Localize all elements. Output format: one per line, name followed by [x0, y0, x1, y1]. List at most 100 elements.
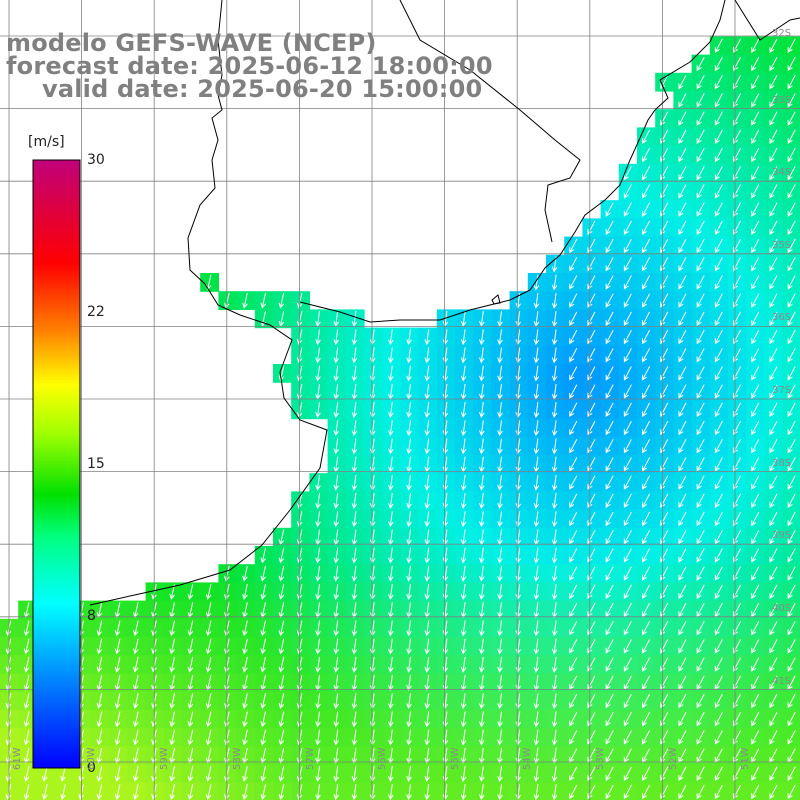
wind-arrow: [751, 657, 760, 672]
wind-arrow: [260, 565, 266, 582]
wind-arrow: [406, 711, 412, 728]
wind-arrow: [714, 493, 723, 509]
wind-arrow: [479, 365, 485, 382]
wind-arrow: [23, 766, 30, 782]
title-model: modelo GEFS-WAVE (NCEP): [6, 29, 377, 57]
wind-arrow: [696, 257, 705, 272]
wind-arrow: [278, 729, 285, 746]
wind-arrow: [497, 638, 503, 655]
wind-arrow: [787, 275, 796, 290]
wind-arrow: [714, 329, 723, 345]
wind-arrow: [351, 656, 358, 673]
wind-arrow: [642, 730, 651, 745]
colorbar-gradient: [32, 159, 81, 769]
wind-arrow: [278, 311, 285, 327]
wind-arrow: [660, 166, 669, 181]
wind-arrow: [678, 766, 687, 782]
wind-arrow: [260, 584, 266, 600]
wind-arrow: [678, 329, 687, 345]
wind-arrow: [551, 565, 558, 582]
wind-arrow: [623, 712, 632, 727]
wind-arrow: [333, 711, 340, 728]
wind-arrow: [515, 420, 522, 437]
wind-arrow: [587, 730, 596, 745]
wind-arrow: [479, 547, 485, 564]
wind-arrow: [660, 111, 669, 126]
wind-arrow: [133, 693, 139, 710]
wind-arrow: [623, 584, 632, 600]
wind-arrow: [696, 693, 705, 709]
wind-arrow: [497, 766, 503, 782]
wind-arrow: [315, 693, 321, 710]
wind-arrow: [515, 493, 522, 509]
colorbar-tick: 0: [87, 760, 96, 776]
wind-arrow: [351, 547, 358, 564]
wind-arrow: [460, 729, 467, 746]
wind-arrow: [605, 530, 614, 545]
wind-arrow: [460, 311, 467, 327]
lon-label: 58W: [232, 747, 243, 770]
wind-arrow: [333, 784, 340, 800]
wind-arrow: [406, 620, 412, 637]
wind-arrow: [660, 493, 669, 509]
wind-arrow: [388, 347, 394, 364]
lat-label: 37S: [772, 385, 792, 396]
wind-arrow: [205, 729, 212, 746]
wind-arrow: [533, 620, 540, 637]
wind-arrow: [605, 784, 614, 800]
wind-arrow: [242, 729, 248, 746]
wind-arrow: [551, 693, 558, 710]
wind-arrow: [769, 111, 778, 126]
wind-arrow: [660, 275, 669, 290]
wind-arrow: [642, 784, 651, 800]
wind-arrow: [605, 621, 614, 636]
wind-arrow: [23, 656, 30, 673]
wind-arrow: [533, 329, 540, 346]
wind-arrow: [623, 657, 632, 672]
wind-arrow: [114, 711, 121, 728]
wind-arrow: [497, 675, 503, 691]
wind-arrow: [623, 220, 632, 236]
wind-arrow: [769, 257, 778, 272]
lon-label: 57W: [305, 747, 316, 770]
lat-label: 36S: [772, 312, 792, 323]
wind-arrow: [333, 474, 340, 491]
wind-arrow: [587, 439, 596, 454]
lat-label: 40S: [772, 603, 792, 614]
wind-arrow: [605, 457, 614, 472]
wind-arrow: [569, 784, 578, 800]
wind-arrow: [587, 766, 596, 782]
wind-arrow: [696, 566, 705, 581]
wind-arrow: [769, 366, 778, 381]
wind-arrow: [388, 675, 394, 691]
title-forecast-date: forecast date: 2025-06-12 18:00:00: [6, 52, 493, 80]
wind-arrow: [133, 766, 139, 782]
wind-arrow: [751, 202, 760, 217]
wind-arrow: [151, 693, 157, 710]
wind-arrow: [460, 675, 467, 691]
colorbar-tick: 30: [87, 152, 105, 168]
wind-arrow: [623, 511, 632, 527]
wind-arrow: [60, 766, 66, 782]
wind-arrow: [569, 639, 578, 654]
river-plata-inlet: [491, 294, 501, 305]
wind-arrow: [569, 293, 578, 308]
wind-arrow: [769, 621, 778, 636]
wind-arrow: [714, 730, 723, 745]
wind-arrow: [714, 420, 723, 436]
wind-arrow: [406, 474, 412, 491]
wind-arrow: [605, 329, 614, 345]
wind-arrow: [205, 584, 212, 600]
wind-arrow: [714, 602, 723, 618]
wind-arrow: [515, 311, 522, 327]
wind-arrow: [678, 275, 687, 290]
wind-arrow: [169, 656, 175, 673]
wind-arrow: [696, 493, 705, 509]
wind-arrow: [460, 638, 467, 655]
wind-arrow: [515, 784, 522, 800]
wind-arrow: [587, 548, 596, 563]
wind-arrow: [497, 620, 503, 637]
wind-arrow: [714, 712, 723, 727]
wind-arrow: [351, 511, 358, 528]
wind-speed-field: [0, 36, 800, 800]
